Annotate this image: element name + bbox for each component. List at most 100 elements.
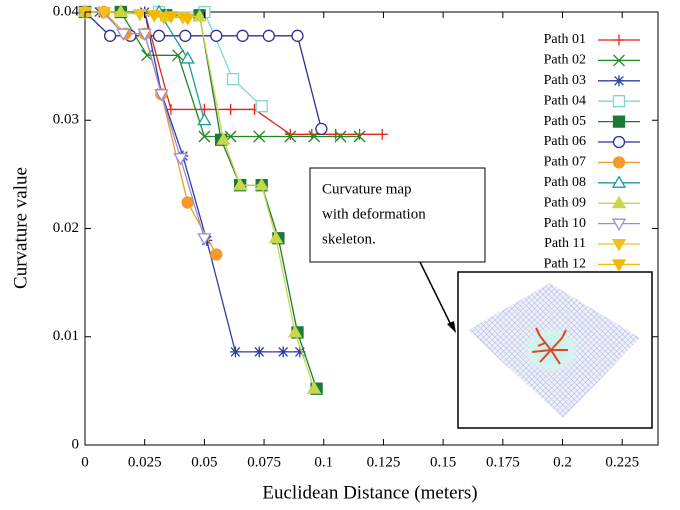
x-tick-label: 0.175 <box>486 454 520 470</box>
y-tick-label: 0.04 <box>53 3 80 19</box>
marker <box>181 196 194 209</box>
series-line <box>85 11 318 389</box>
marker <box>253 130 266 143</box>
y-tick-label: 0 <box>72 436 80 452</box>
x-tick-label: 0.075 <box>247 454 281 470</box>
x-tick-label: 0.025 <box>128 454 162 470</box>
legend-label: Path 03 <box>544 73 586 88</box>
marker <box>197 112 212 126</box>
x-tick-label: 0.225 <box>605 454 639 470</box>
marker <box>376 128 388 140</box>
x-tick-label: 0.125 <box>367 454 401 470</box>
annotation-arrow <box>419 261 453 328</box>
marker <box>291 29 304 42</box>
marker <box>315 122 328 136</box>
annotation-text: skeleton. <box>322 231 376 247</box>
marker <box>96 6 112 20</box>
legend-label: Path 12 <box>544 257 586 272</box>
series-line <box>85 11 217 255</box>
marker <box>210 29 223 42</box>
marker <box>210 248 223 261</box>
marker <box>611 238 627 252</box>
marker <box>253 346 265 358</box>
marker <box>236 29 249 42</box>
legend-label: Path 08 <box>544 175 586 190</box>
marker <box>334 130 347 143</box>
marker <box>137 28 152 41</box>
marker <box>152 29 166 42</box>
annotation-box <box>309 167 486 263</box>
y-tick-label: 0.01 <box>53 328 79 344</box>
inset-skeleton <box>531 327 568 365</box>
x-tick-label: 0.1 <box>314 454 333 470</box>
marker <box>307 381 322 394</box>
marker <box>277 346 289 358</box>
y-tick-label: 0.03 <box>53 112 79 128</box>
marker <box>192 8 207 22</box>
marker <box>255 100 268 113</box>
marker <box>103 29 117 42</box>
marker <box>284 128 296 140</box>
x-tick-label: 0.05 <box>191 454 217 470</box>
marker <box>612 156 626 169</box>
y-tick-label: 0.02 <box>53 220 79 236</box>
legend-label: Path 11 <box>544 236 586 251</box>
marker <box>233 177 248 191</box>
legend-label: Path 06 <box>544 134 586 149</box>
marker <box>180 51 195 64</box>
marker <box>179 29 192 42</box>
marker <box>612 95 626 108</box>
plot-area <box>77 4 388 395</box>
inset <box>457 271 653 429</box>
legend-label: Path 02 <box>544 53 586 68</box>
marker <box>163 11 179 24</box>
marker <box>613 54 625 67</box>
series-line <box>85 11 315 389</box>
legend-label: Path 05 <box>544 114 586 129</box>
marker <box>225 103 237 115</box>
marker <box>353 130 366 143</box>
marker <box>613 75 625 87</box>
annotation: Curvature map with deformation skeleton. <box>309 167 486 333</box>
x-tick-label: 0.2 <box>553 454 572 470</box>
marker <box>287 325 303 338</box>
legend-label: Path 04 <box>544 93 586 108</box>
marker <box>611 259 627 272</box>
marker <box>173 153 188 166</box>
legend-label: Path 10 <box>544 216 586 231</box>
annotation-text: with deformation <box>322 206 426 222</box>
marker <box>268 230 284 244</box>
marker <box>226 72 240 86</box>
series-line <box>85 11 263 107</box>
marker <box>132 9 148 22</box>
marker <box>294 346 306 358</box>
x-axis-title: Euclidean Distance (meters) <box>262 482 477 503</box>
marker <box>147 10 162 23</box>
marker <box>229 346 241 358</box>
marker <box>354 128 366 140</box>
marker <box>612 135 626 149</box>
legend: Path 01 Path 02 Path 03 Path 04 Path 05 Path … <box>544 32 640 272</box>
marker <box>154 89 169 102</box>
x-tick-label: 0.15 <box>430 454 456 470</box>
marker <box>284 130 297 143</box>
arrow-head <box>447 321 456 333</box>
legend-label: Path 07 <box>544 155 586 170</box>
marker <box>197 233 212 246</box>
x-tick-label: 0 <box>81 454 89 470</box>
marker <box>613 34 625 46</box>
marker <box>141 49 154 62</box>
marker <box>611 175 627 188</box>
legend-label: Path 09 <box>544 195 586 210</box>
marker <box>216 132 231 145</box>
legend-label: Path 01 <box>544 32 586 47</box>
marker <box>611 218 627 231</box>
marker <box>180 13 195 26</box>
marker <box>254 177 269 191</box>
annotation-text: Curvature map <box>322 181 412 197</box>
marker <box>330 128 342 140</box>
y-axis-title: Curvature value <box>10 167 31 289</box>
marker <box>198 130 211 143</box>
marker <box>611 195 627 209</box>
